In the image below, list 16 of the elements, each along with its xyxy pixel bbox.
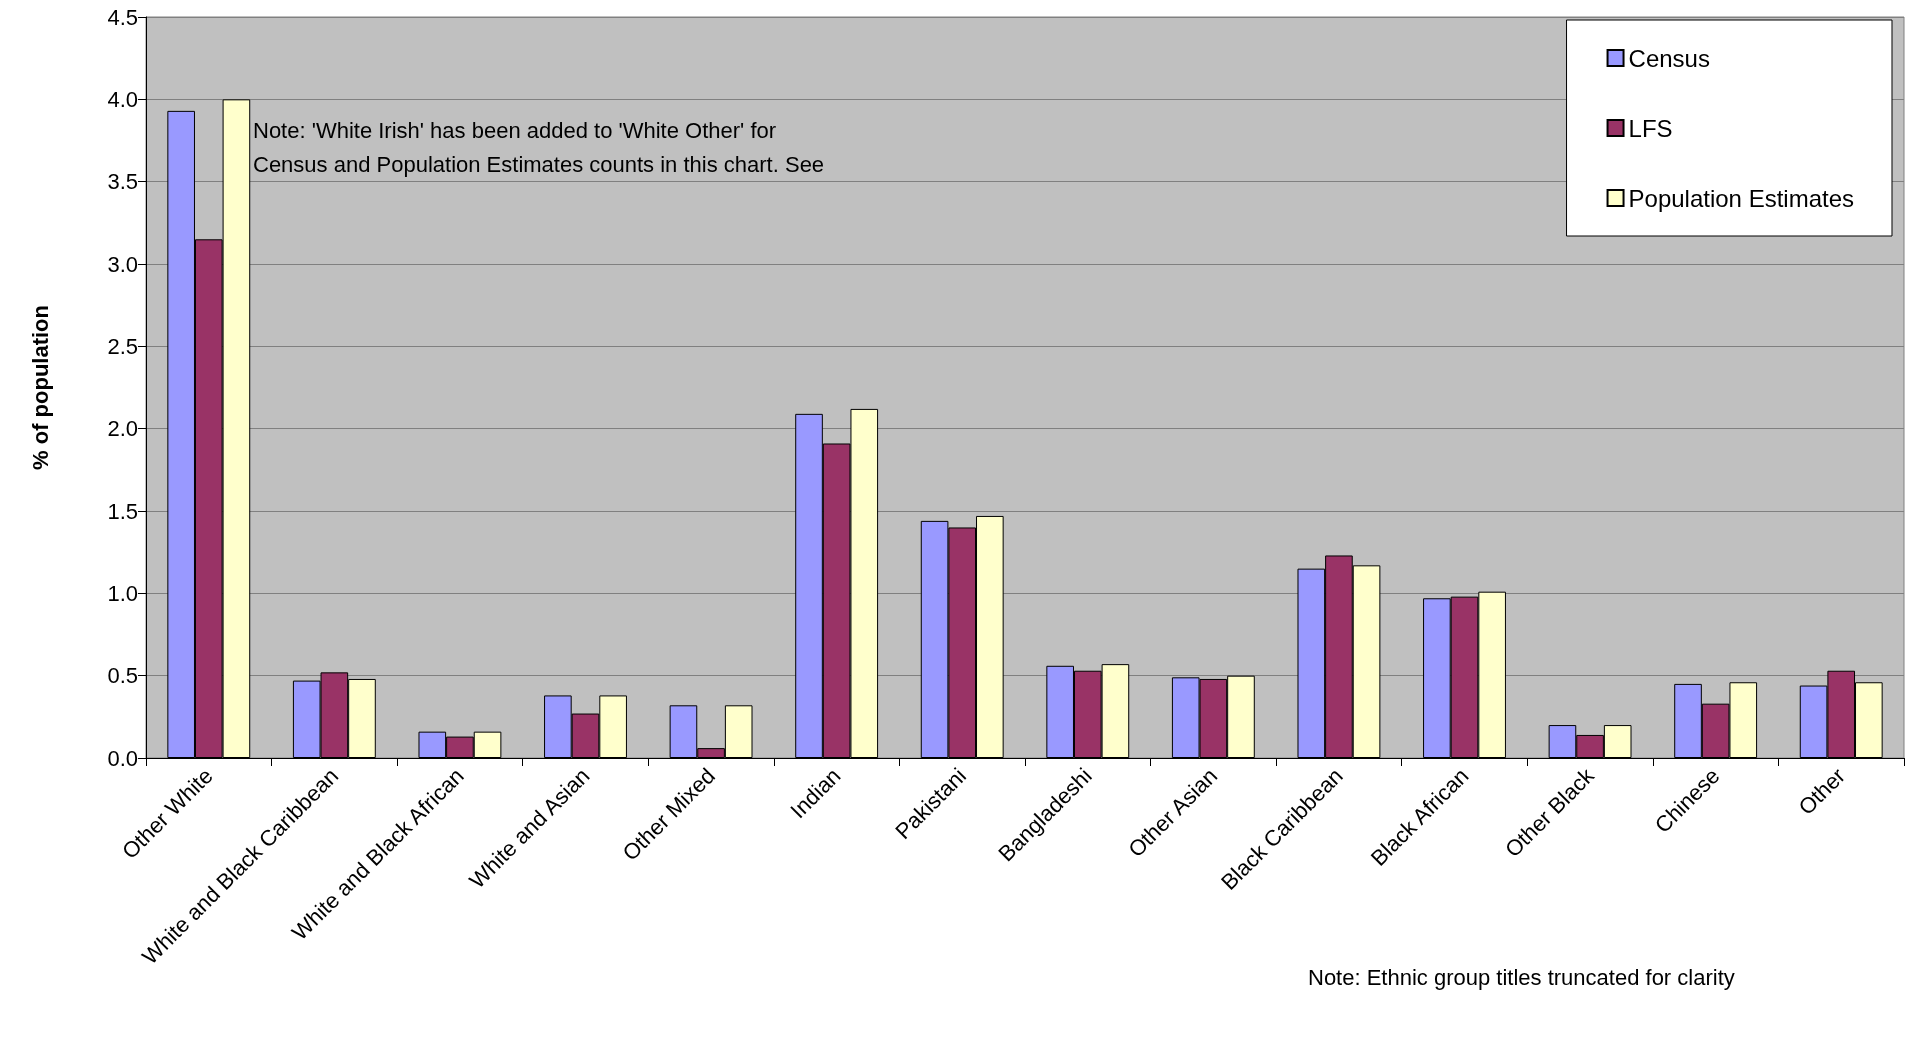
y-tick-label: 4.5 [107, 4, 138, 30]
y-tick-label: 1.0 [107, 580, 138, 606]
y-axis-title: % of population [27, 305, 53, 470]
legend-label: LFS [1628, 114, 1673, 142]
text: Note: Ethnic group titles truncated for clarity [1308, 964, 1735, 990]
y-tick-label: 1.5 [107, 498, 138, 524]
legend-label: Population Estimates [1628, 184, 1855, 212]
y-tick-label: 0.5 [107, 663, 138, 689]
y-tick-label: 0.0 [107, 745, 138, 771]
y-tick-label: 3.5 [107, 169, 138, 195]
legend-label: Census [1628, 44, 1710, 72]
y-tick-label: 3.0 [107, 251, 138, 277]
y-tick-label: 2.5 [107, 333, 138, 359]
y-tick-label: 4.0 [107, 86, 138, 112]
y-tick-label: 2.0 [107, 416, 138, 442]
annotation: Note: 'White Irish' has been added to 'White Other' for Census and Population Estimates counts in this chart. See [253, 117, 825, 177]
